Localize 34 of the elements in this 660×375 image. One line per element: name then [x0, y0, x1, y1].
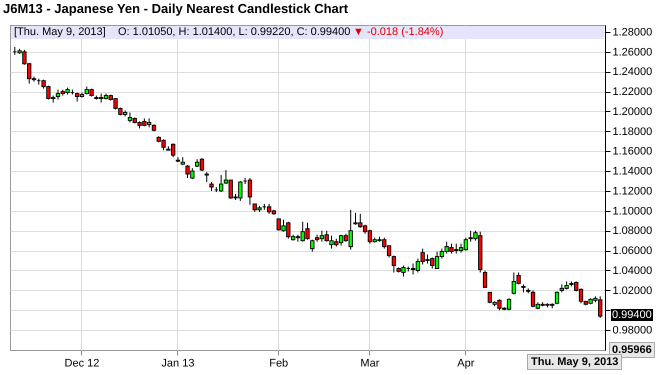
y-tick-label: 1.18000: [612, 126, 652, 138]
x-tick-label: Apr: [457, 358, 475, 370]
annotation: [Thu. May 9, 2013]: [14, 26, 106, 38]
candlestick: [310, 239, 314, 252]
chart-title: J6M13 - Japanese Yen - Daily Nearest Candlestick Chart: [3, 1, 349, 16]
y-tick-label: 1.12000: [612, 185, 652, 198]
text: 0.99400: [611, 309, 653, 322]
y-tick-label: 1.02000: [612, 284, 652, 297]
text: 0.95966: [609, 342, 655, 358]
y-tick-label: 1.22000: [612, 86, 652, 98]
x-tick-label: Mar: [360, 358, 380, 370]
x-tick-label: Feb: [269, 358, 288, 370]
y-tick-label: 1.04000: [612, 264, 652, 277]
text: Thu. May 9, 2013: [527, 354, 622, 370]
y-tick-label: 1.10000: [612, 205, 652, 218]
candlestick: [218, 174, 224, 192]
candlestick: [248, 178, 252, 206]
candlestick: [392, 255, 396, 273]
candlestick: [204, 172, 209, 183]
annotation: ▼ -0.018 (-1.84%): [353, 26, 444, 38]
candlestick: [482, 270, 488, 288]
y-tick-label: 1.14000: [612, 166, 652, 178]
y-tick-label: 1.16000: [612, 146, 652, 158]
annotation: O: 1.01050, H: 1.01400, L: 0.99220, C: 0.99400: [118, 26, 350, 38]
y-tick-label: 1.28000: [612, 26, 652, 38]
y-tick-label: 1.26000: [612, 46, 652, 58]
y-tick-label: 1.06000: [612, 245, 652, 258]
y-tick-label: 1.08000: [612, 225, 652, 238]
x-tick-label: Dec 12: [64, 358, 100, 370]
y-tick-label: 1.24000: [612, 66, 652, 78]
y-tick-label: 1.20000: [612, 106, 652, 118]
candlestick: [554, 290, 560, 305]
x-tick-label: Jan 13: [161, 358, 194, 370]
y-tick-label: 0.98000: [612, 324, 652, 337]
